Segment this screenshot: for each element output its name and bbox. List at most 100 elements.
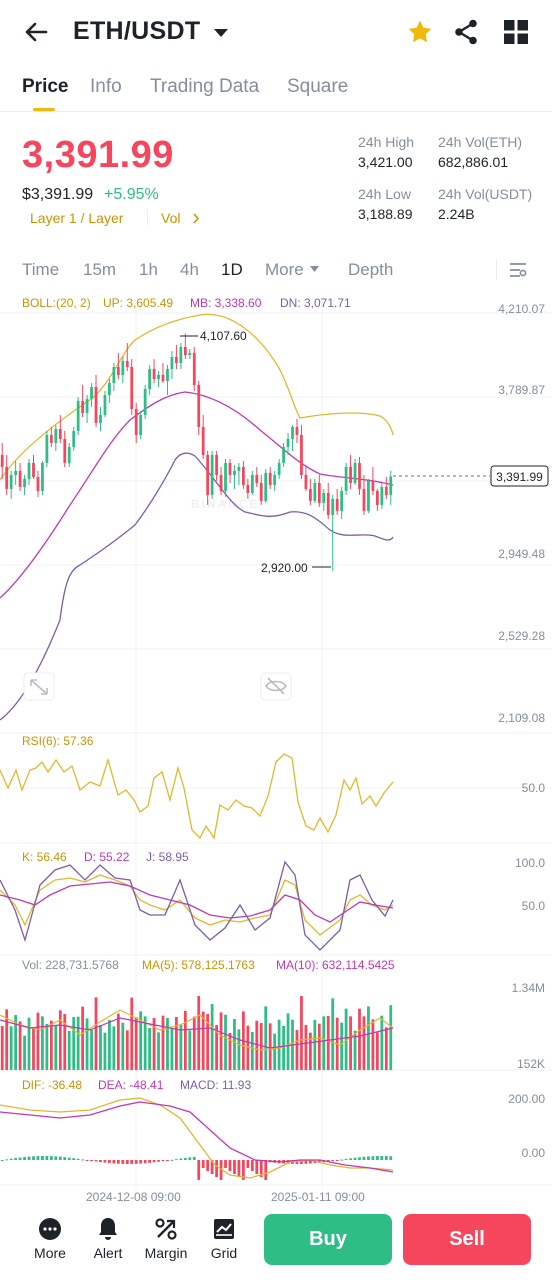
candle-body	[18, 470, 22, 487]
last-price-tag-box	[490, 465, 549, 487]
candle-body	[36, 476, 40, 491]
price-chart[interactable]: BINANCE BOLL:(20, 2) UP: 3,605.49 MB: 3,…	[0, 290, 552, 1205]
layout-grid-icon[interactable]	[503, 19, 529, 45]
macd-bar	[304, 1160, 308, 1164]
candle-body	[85, 398, 89, 413]
boll-label: BOLL:(20, 2)	[22, 296, 91, 310]
timeframe-more[interactable]: More	[265, 260, 304, 279]
macd-bar	[362, 1156, 366, 1160]
macd-bar	[139, 1160, 143, 1164]
category-tag[interactable]: Layer 1 / Layer	[30, 210, 124, 226]
candle-body	[23, 478, 26, 487]
grid-label[interactable]: Grid	[210, 1245, 238, 1261]
trading-pair-title[interactable]: ETH/USDT	[73, 17, 201, 45]
macd-bar	[242, 1160, 245, 1180]
favorite-star-icon[interactable]	[406, 18, 434, 46]
boll-upper-line	[0, 313, 394, 481]
timeframe-1d[interactable]: 1D	[221, 260, 243, 279]
share-icon[interactable]	[453, 18, 479, 46]
watermark: BINANCE	[191, 497, 260, 511]
volume-bar	[36, 1012, 40, 1070]
candle-body	[130, 366, 134, 409]
volume-bar	[152, 1018, 156, 1070]
volume-bar	[81, 1006, 85, 1070]
macd-bar	[130, 1160, 134, 1164]
volume-bar	[246, 1025, 250, 1070]
macd-axis-zero: 0.00	[522, 1146, 546, 1160]
candle-body	[246, 484, 250, 493]
candle-body	[353, 462, 357, 483]
candle-body	[295, 426, 299, 435]
grid-bot-icon[interactable]	[212, 1217, 236, 1241]
macd-bar	[259, 1160, 263, 1177]
volume-bar	[76, 1016, 80, 1070]
candle-body	[277, 462, 281, 475]
volume-bar	[179, 1024, 183, 1070]
candle-body	[215, 454, 218, 475]
volume-bar	[358, 1008, 361, 1070]
margin-label[interactable]: Margin	[144, 1245, 188, 1261]
price-axis-5: 2,109.08	[498, 711, 545, 725]
alert-label[interactable]: Alert	[93, 1245, 123, 1261]
macd-bar	[210, 1160, 214, 1174]
timeframe-time[interactable]: Time	[22, 260, 60, 279]
volume-bar	[206, 1014, 210, 1070]
macd-bar	[45, 1156, 49, 1160]
candle-body	[63, 438, 67, 463]
volume-bar	[14, 1015, 18, 1070]
macd-bar	[90, 1160, 93, 1161]
tab-price[interactable]: Price	[22, 76, 69, 97]
volume-bar	[183, 1010, 187, 1070]
volume-bar	[264, 1006, 268, 1070]
macd-bar	[152, 1160, 156, 1163]
candle-body	[331, 498, 335, 515]
tab-trading-data[interactable]: Trading Data	[150, 76, 260, 97]
chart-settings-icon[interactable]	[508, 260, 528, 280]
timeframe-15m[interactable]: 15m	[83, 260, 117, 279]
alert-bell-icon[interactable]	[96, 1216, 120, 1242]
buy-button[interactable]: Buy	[264, 1214, 392, 1265]
sell-button[interactable]: Sell	[403, 1214, 531, 1265]
vol-tag[interactable]: Vol	[161, 210, 181, 226]
tab-info[interactable]: Info	[90, 76, 122, 97]
volume-bar	[45, 1024, 49, 1070]
candle-body	[273, 474, 277, 485]
price-axis-4: 2,529.28	[498, 629, 545, 643]
kdj-k: K: 56.46	[22, 850, 67, 864]
volume-bar	[375, 1032, 379, 1070]
boll-up: UP: 3,605.49	[103, 296, 173, 310]
candle-body	[179, 346, 183, 363]
candle-body	[380, 486, 384, 505]
timeframe-depth[interactable]: Depth	[348, 260, 394, 279]
more-dots-icon[interactable]	[38, 1217, 62, 1241]
more-label[interactable]: More	[34, 1245, 66, 1261]
macd-dif: DIF: -36.48	[22, 1078, 82, 1092]
timeframe-1h[interactable]: 1h	[139, 260, 158, 279]
volume-bar	[148, 1028, 151, 1070]
macd-bar	[255, 1160, 259, 1174]
vol-eth-label: 24h Vol(ETH)	[438, 134, 523, 150]
eye-off-icon	[265, 677, 287, 695]
macd-bar	[170, 1159, 174, 1161]
macd-bar	[5, 1159, 9, 1161]
tab-square[interactable]: Square	[287, 76, 349, 97]
back-arrow-icon[interactable]	[22, 18, 50, 46]
high-marker: 4,107.60	[200, 329, 247, 343]
kdj-mid: 50.0	[522, 899, 546, 913]
volume-bar	[32, 1028, 35, 1070]
volume-bar	[371, 1019, 375, 1070]
candle-body	[72, 430, 76, 447]
candle-body	[259, 482, 263, 501]
macd-bar	[14, 1158, 18, 1160]
candle-body	[103, 394, 107, 415]
margin-percent-icon[interactable]	[154, 1217, 178, 1241]
caret-down-icon[interactable]	[213, 22, 229, 42]
candle-body	[157, 374, 160, 379]
timeframe-4h[interactable]: 4h	[180, 260, 199, 279]
macd-bar	[224, 1160, 227, 1168]
macd-histogram	[0, 1156, 393, 1180]
macd-bar	[384, 1156, 388, 1160]
low-marker: 2,920.00	[261, 561, 308, 575]
candle-body	[313, 482, 317, 501]
volume-bar	[170, 1028, 174, 1070]
